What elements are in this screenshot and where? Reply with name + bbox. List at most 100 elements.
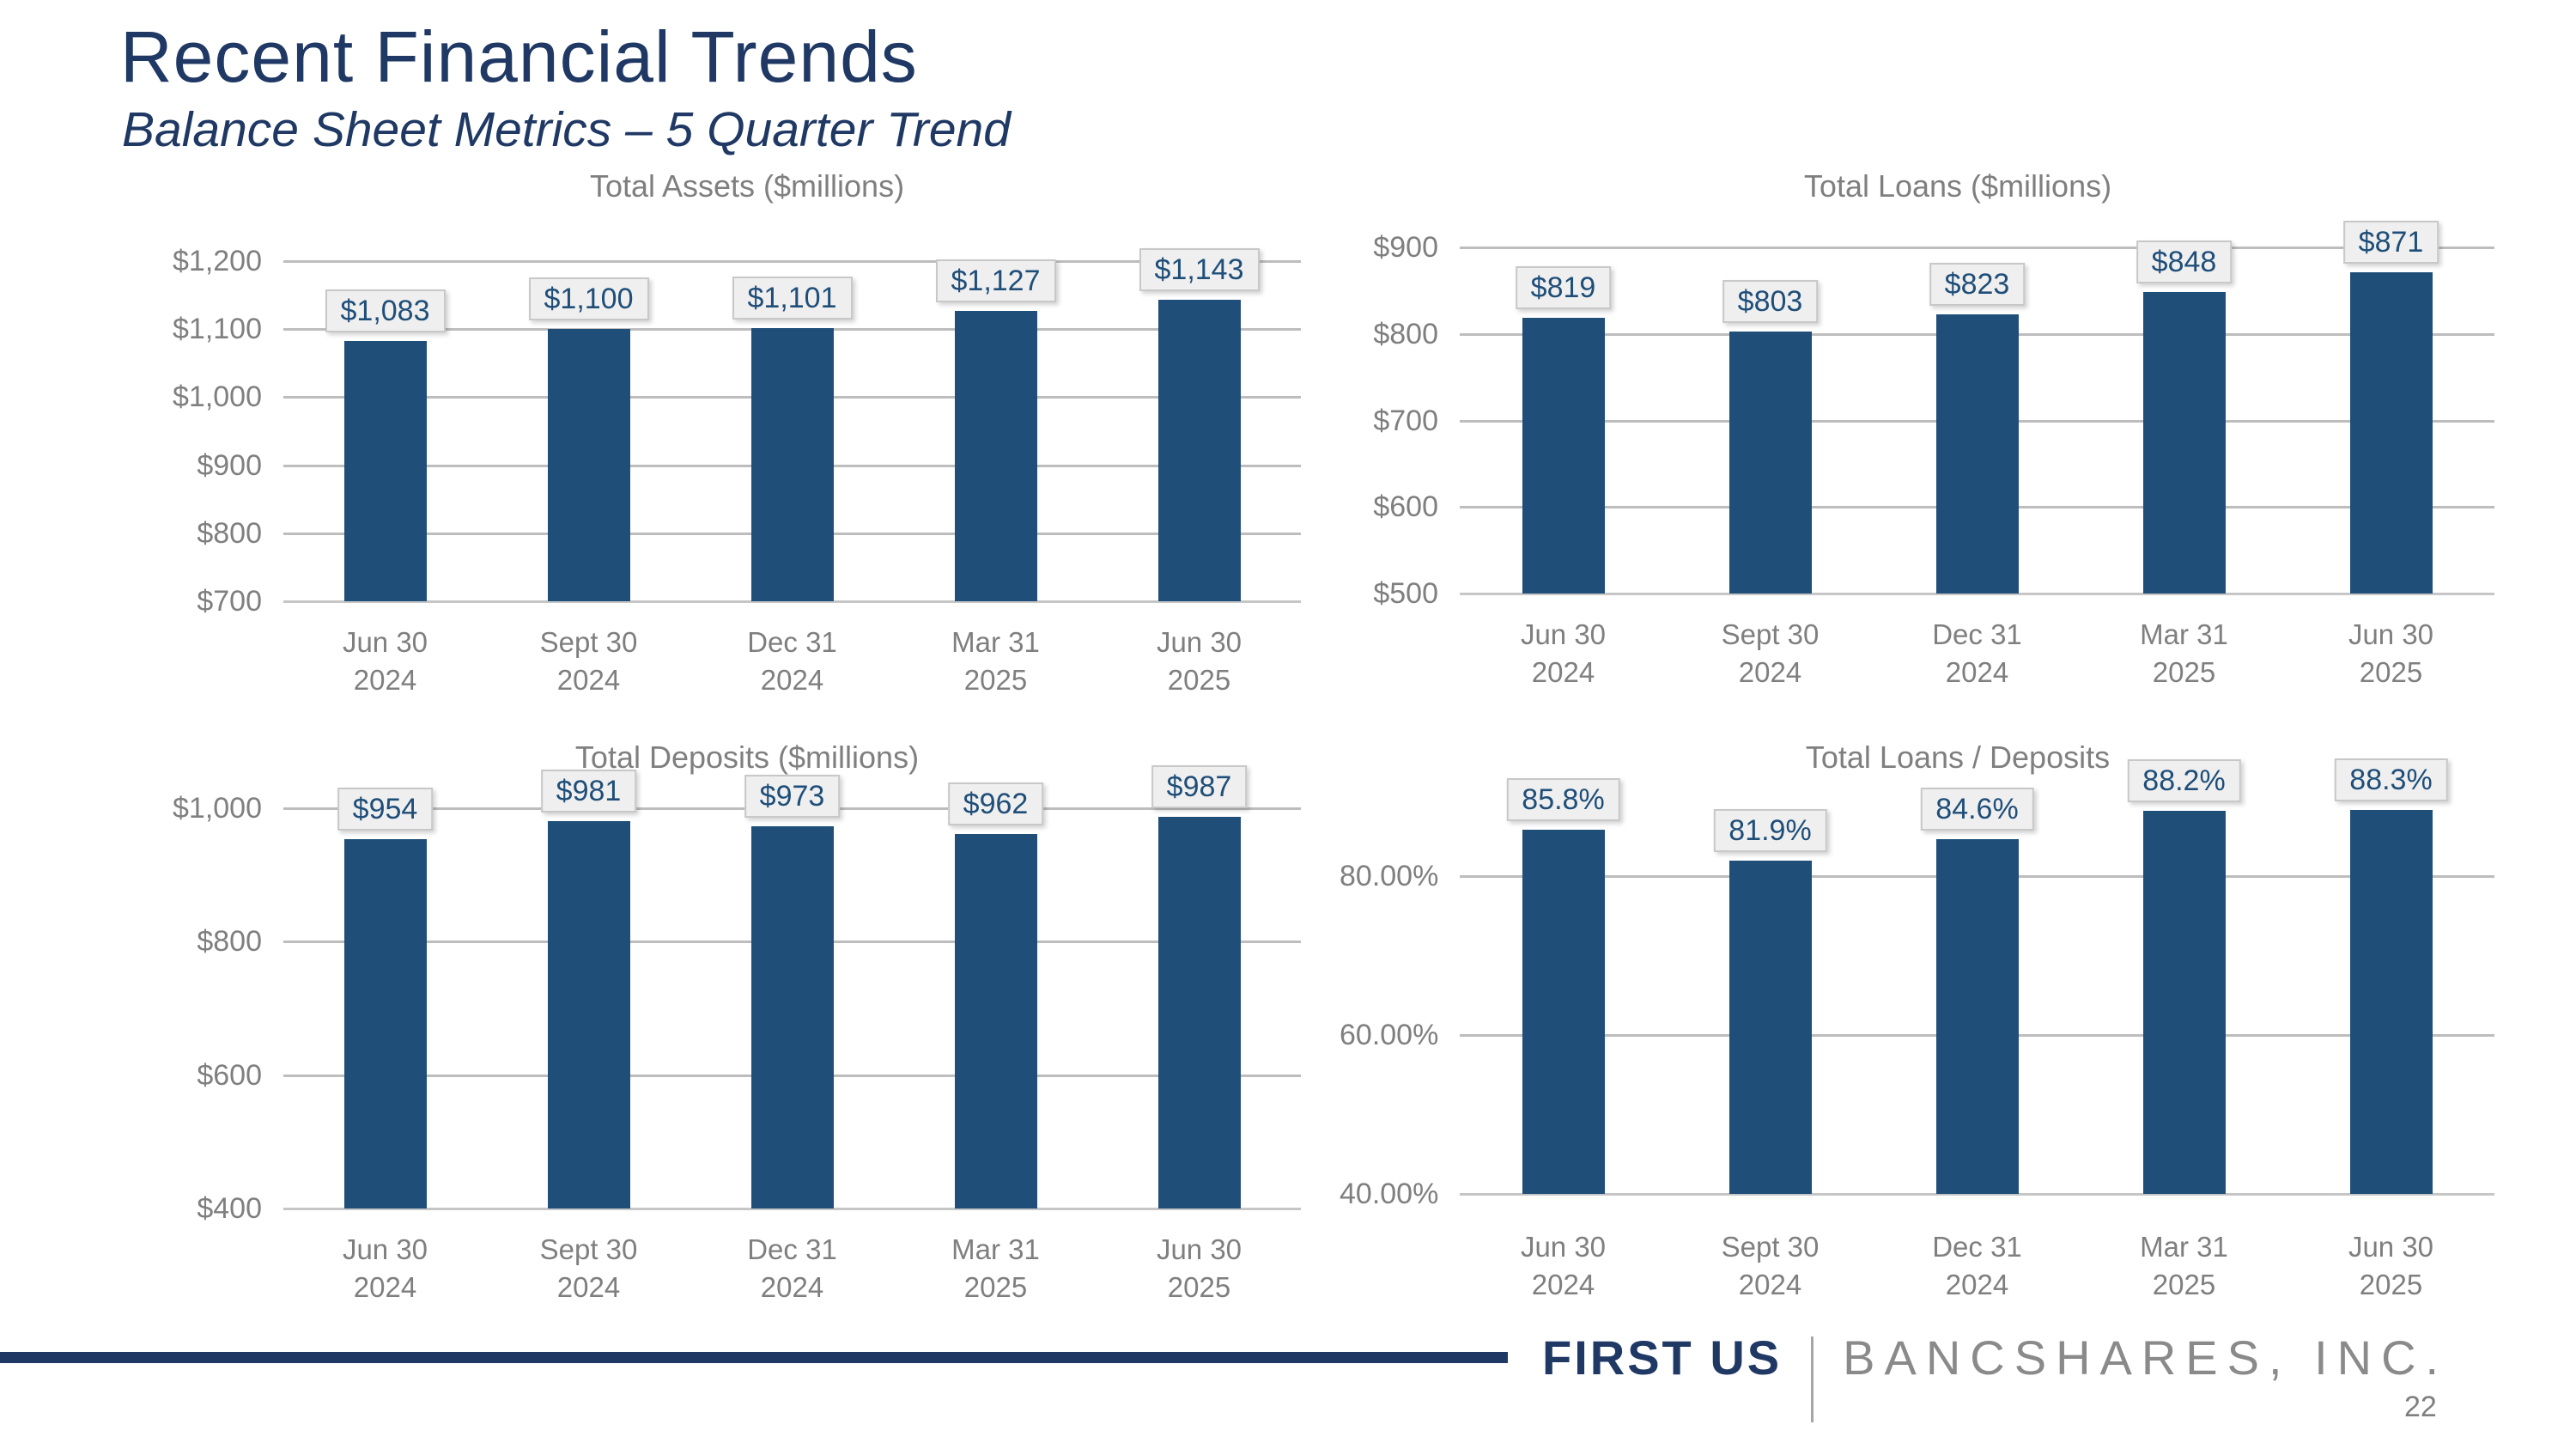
data-label: $848: [2136, 240, 2233, 284]
chart-total-loans: Total Loans ($millions) $900 $800 $700 $600 $…: [1340, 167, 2576, 691]
plot-area: $1,000 $800 $600 $400 $954 $981 $973 $962 $987: [120, 765, 1374, 1225]
bar: [954, 833, 1037, 1209]
y-axis-tick-label: $500: [1373, 577, 1438, 610]
bar: [343, 340, 427, 601]
data-label: $962: [947, 782, 1044, 825]
data-label: $871: [2342, 221, 2439, 265]
page-subtitle: Balance Sheet Metrics – 5 Quarter Trend: [122, 102, 1011, 157]
page-title: Recent Financial Trends: [120, 16, 918, 97]
x-axis-tick-label: Dec 31 2024: [1932, 618, 2022, 688]
x-axis-labels: Jun 30 2024 Sept 30 2024 Dec 31 2024 Mar 31…: [1460, 1228, 2494, 1304]
bar: [1157, 300, 1241, 601]
chart-total-assets: Total Assets ($millions) $1,200 $1,100 $1,0…: [120, 167, 1374, 699]
logo-text-secondary: BANCSHARES, INC.: [1843, 1330, 2449, 1385]
bar: [954, 310, 1037, 601]
bar: [1157, 817, 1241, 1209]
x-axis-tick-label: Jun 30 2024: [1520, 618, 1607, 688]
x-axis-labels: Jun 30 2024 Sept 30 2024 Dec 31 2024 Mar 31…: [283, 1231, 1301, 1306]
logo-text-primary: FIRST US: [1542, 1330, 1783, 1385]
x-axis-tick-label: Sept 30 2024: [1721, 1231, 1820, 1300]
chart-title: Total Deposits ($millions): [574, 740, 920, 775]
y-axis-tick-label: $700: [1373, 404, 1438, 437]
y-axis-tick-label: 80.00%: [1340, 860, 1439, 892]
x-axis-tick-label: Dec 31 2024: [1932, 1231, 2022, 1300]
x-axis-tick-label: Jun 30 2025: [2348, 618, 2434, 688]
data-label: $819: [1515, 265, 1612, 309]
x-axis-tick-label: Jun 30 2024: [1520, 1231, 1607, 1300]
footer-accent-line: [0, 1352, 1508, 1363]
plot-area: 80.00% 60.00% 40.00% 85.8% 81.9% 84.6% 88.2% 88…: [1340, 758, 2576, 1210]
bar: [2142, 292, 2226, 594]
x-axis-tick-label: Jun 30 2025: [1156, 1233, 1242, 1303]
data-label: $1,101: [732, 277, 853, 320]
x-axis-tick-label: Mar 31 2025: [951, 1233, 1040, 1303]
bar: [750, 328, 834, 601]
x-axis-tick-label: Dec 31 2024: [747, 1233, 837, 1303]
bar: [1522, 830, 1605, 1194]
gridline: [1460, 593, 2494, 595]
gridline: [283, 260, 1301, 263]
chart-title: Total Assets ($millions): [589, 168, 905, 204]
page-number: 22: [2404, 1391, 2437, 1423]
y-axis-tick-label: $700: [197, 585, 262, 618]
data-label: $1,100: [528, 277, 649, 321]
y-axis-tick-label: $1,100: [173, 313, 262, 346]
gridline: [1460, 1193, 2494, 1196]
data-label: $1,127: [935, 259, 1056, 302]
y-axis-tick-label: $900: [1373, 231, 1438, 264]
data-label: 88.2%: [2127, 759, 2241, 803]
data-label: $1,083: [325, 289, 446, 332]
y-axis-tick-label: $600: [197, 1058, 262, 1092]
gridline: [283, 600, 1301, 603]
data-label: 84.6%: [1920, 788, 2034, 831]
x-axis-tick-label: Sept 30 2024: [1721, 618, 1820, 688]
data-label: 85.8%: [1506, 778, 1620, 822]
chart-loans-to-deposits: Total Loans / Deposits 80.00% 60.00% 40.00%…: [1340, 739, 2576, 1304]
gridline: [1460, 247, 2494, 249]
y-axis-tick-label: $1,000: [173, 792, 262, 825]
y-axis-tick-label: 40.00%: [1340, 1178, 1439, 1210]
logo-divider: [1811, 1336, 1814, 1422]
bar: [1935, 314, 2019, 594]
x-axis-tick-label: Mar 31 2025: [2140, 618, 2228, 688]
bar: [750, 825, 834, 1209]
y-axis-tick-label: $1,200: [173, 245, 262, 277]
y-axis-tick-label: $800: [1373, 317, 1438, 350]
bar: [2349, 810, 2433, 1194]
x-axis-tick-label: Jun 30 2025: [2348, 1231, 2434, 1300]
data-label: $954: [337, 787, 434, 831]
bar: [1522, 317, 1605, 594]
plot-area: $1,200 $1,100 $1,000 $900 $800 $700 $1,083 $1,1…: [120, 215, 1374, 618]
bar: [1728, 861, 1812, 1194]
y-axis-tick-label: $1,000: [173, 381, 262, 414]
bar: [2349, 272, 2433, 594]
x-axis-tick-label: Sept 30 2024: [539, 626, 638, 696]
bar: [1935, 839, 2019, 1194]
data-label: $973: [744, 774, 841, 818]
x-axis-tick-label: Jun 30 2025: [1156, 626, 1242, 696]
chart-total-deposits: Total Deposits ($millions) $1,000 $800 $600…: [120, 739, 1374, 1306]
chart-title: Total Loans / Deposits: [1805, 740, 2111, 775]
x-axis-tick-label: Mar 31 2025: [951, 626, 1040, 696]
bar: [343, 838, 427, 1209]
y-axis-tick-label: $400: [197, 1192, 262, 1225]
bar: [2142, 811, 2226, 1194]
y-axis-tick-label: 60.00%: [1340, 1019, 1439, 1051]
x-axis-tick-label: Jun 30 2024: [342, 626, 428, 696]
y-axis-tick-label: $600: [1373, 490, 1438, 524]
y-axis-tick-label: $800: [197, 516, 262, 550]
chart-title: Total Loans ($millions): [1803, 168, 2112, 204]
data-label: 88.3%: [2334, 758, 2448, 802]
data-label: $1,143: [1139, 248, 1260, 292]
y-axis-tick-label: $800: [197, 925, 262, 959]
data-label: $987: [1151, 765, 1248, 809]
data-label: $981: [540, 769, 637, 813]
plot-area: $900 $800 $700 $600 $500 $819 $803 $823 $848 $871: [1340, 210, 2576, 610]
y-axis-tick-label: $900: [197, 448, 262, 482]
x-axis-tick-label: Jun 30 2024: [342, 1233, 428, 1303]
gridline: [283, 1208, 1301, 1210]
data-label: $823: [1929, 262, 2026, 306]
data-label: 81.9%: [1713, 809, 1827, 853]
x-axis-labels: Jun 30 2024 Sept 30 2024 Dec 31 2024 Mar 31…: [1460, 616, 2494, 691]
